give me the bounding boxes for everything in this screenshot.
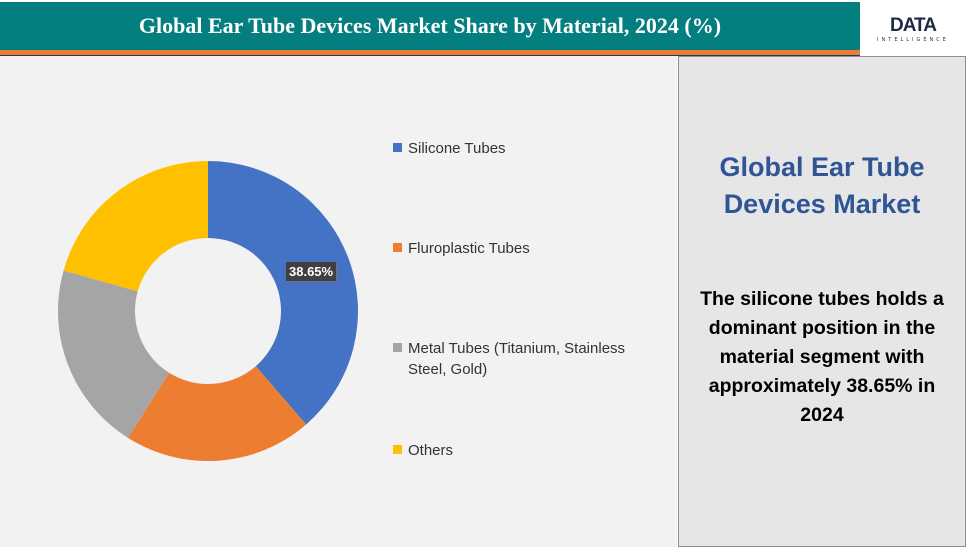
donut-slice-2 [57, 270, 170, 438]
legend-swatch [393, 243, 402, 252]
accent-stripe [0, 50, 860, 56]
summary-title: Global Ear Tube Devices Market [719, 152, 925, 219]
legend-label: Silicone Tubes [408, 140, 506, 157]
legend-label: Metal Tubes (Titanium, Stainless Steel, … [408, 340, 626, 378]
legend-label: Fluroplastic Tubes [408, 240, 530, 257]
legend-item: Others [393, 440, 453, 461]
legend-item: Silicone Tubes [393, 138, 506, 159]
donut-slice-1 [128, 366, 307, 461]
logo-text: DATA [890, 15, 937, 36]
donut-slice-0 [208, 161, 359, 425]
legend-item: Fluroplastic Tubes [393, 238, 530, 259]
legend-label: Others [408, 442, 454, 459]
donut-chart [57, 161, 359, 461]
summary-panel: Global Ear Tube Devices Market The silic… [678, 56, 966, 547]
data-label-silicone: 38.65% [286, 262, 337, 281]
chart-title: Global Ear Tube Devices Market Share by … [138, 13, 722, 38]
summary-text: The silicone tubes holds a dominant posi… [700, 288, 944, 426]
legend-swatch [393, 343, 402, 352]
logo: DATA INTELLIGENCE [861, 3, 965, 55]
legend-swatch [393, 143, 402, 152]
donut-slice-3 [63, 161, 209, 292]
logo-subtext: INTELLIGENCE [877, 37, 949, 43]
title-banner: Global Ear Tube Devices Market Share by … [0, 2, 860, 50]
legend-item: Metal Tubes (Titanium, Stainless Steel, … [393, 338, 663, 380]
legend-swatch [393, 445, 402, 454]
